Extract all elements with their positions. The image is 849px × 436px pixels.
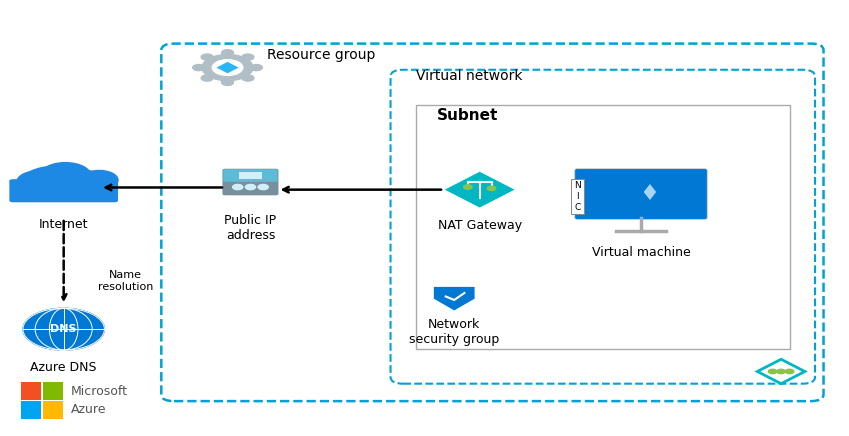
- Circle shape: [242, 75, 254, 81]
- Text: Azure DNS: Azure DNS: [31, 361, 97, 374]
- FancyBboxPatch shape: [9, 179, 118, 202]
- Text: Virtual network: Virtual network: [416, 69, 522, 83]
- Circle shape: [21, 167, 86, 200]
- Text: Azure: Azure: [70, 403, 106, 416]
- Text: Network
security group: Network security group: [409, 318, 499, 346]
- Text: NAT Gateway: NAT Gateway: [437, 219, 522, 232]
- Circle shape: [202, 54, 253, 81]
- Circle shape: [242, 54, 254, 60]
- Circle shape: [258, 184, 268, 190]
- Text: ♦: ♦: [639, 184, 660, 204]
- Polygon shape: [434, 287, 475, 310]
- FancyBboxPatch shape: [223, 169, 278, 182]
- Polygon shape: [216, 61, 239, 74]
- Circle shape: [40, 163, 91, 189]
- Bar: [21, 382, 41, 400]
- Text: Virtual machine: Virtual machine: [592, 246, 690, 259]
- Circle shape: [23, 308, 104, 350]
- Circle shape: [233, 184, 243, 190]
- Circle shape: [487, 186, 496, 191]
- Circle shape: [81, 170, 118, 190]
- Circle shape: [785, 369, 794, 374]
- Circle shape: [768, 369, 777, 374]
- Circle shape: [464, 185, 472, 189]
- Circle shape: [17, 171, 59, 193]
- FancyBboxPatch shape: [222, 169, 278, 195]
- Text: Subnet: Subnet: [437, 108, 498, 123]
- Text: Name
resolution: Name resolution: [98, 270, 154, 292]
- Circle shape: [222, 79, 233, 85]
- Circle shape: [212, 60, 243, 75]
- Circle shape: [777, 369, 785, 374]
- Bar: [571, 179, 584, 214]
- Circle shape: [201, 75, 213, 81]
- Bar: [416, 105, 790, 349]
- Circle shape: [222, 50, 233, 56]
- FancyBboxPatch shape: [575, 169, 707, 219]
- Text: Internet: Internet: [39, 218, 88, 231]
- Bar: [43, 401, 63, 419]
- Circle shape: [201, 54, 213, 60]
- Circle shape: [53, 170, 108, 198]
- Text: Microsoft: Microsoft: [70, 385, 127, 398]
- Bar: [43, 382, 63, 400]
- Circle shape: [193, 65, 205, 71]
- Text: Public IP
address: Public IP address: [224, 214, 277, 242]
- Text: N
I
C: N I C: [574, 181, 581, 212]
- Bar: [21, 401, 41, 419]
- Circle shape: [250, 65, 262, 71]
- Bar: [239, 172, 262, 179]
- Text: DNS: DNS: [50, 324, 77, 334]
- Polygon shape: [444, 171, 515, 208]
- Text: Resource group: Resource group: [267, 48, 376, 61]
- Circle shape: [245, 184, 256, 190]
